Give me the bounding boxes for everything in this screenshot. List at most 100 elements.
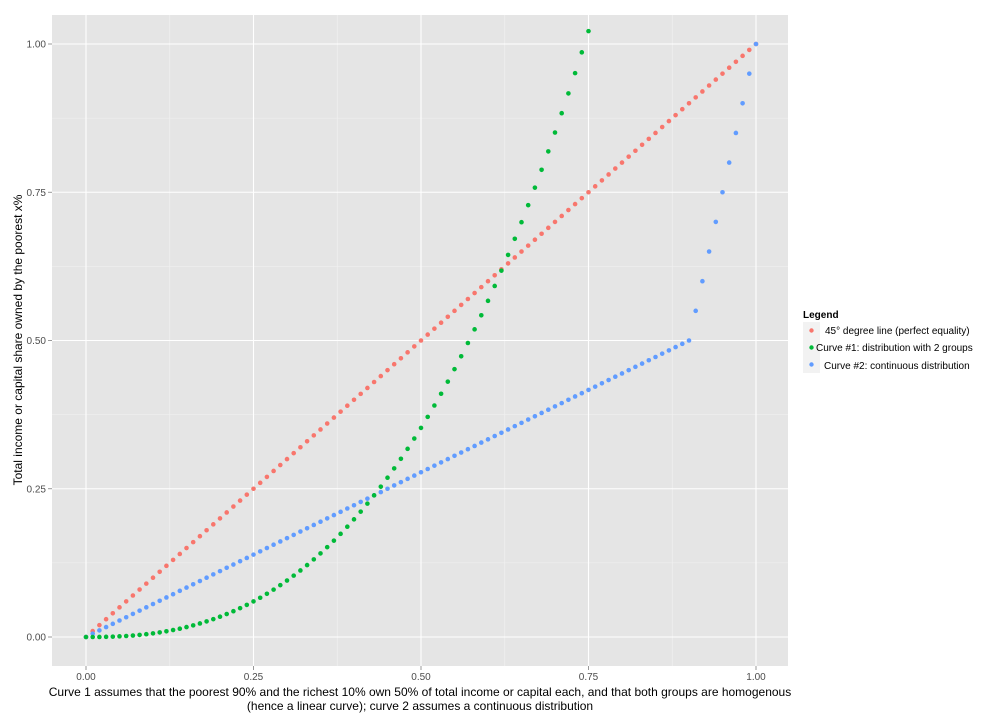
data-point-series-2: [639, 361, 645, 366]
data-point-series-3: [485, 298, 491, 304]
data-point-series-2: [298, 529, 303, 534]
data-point-series-3: [365, 501, 370, 506]
data-point-series-2: [438, 460, 444, 465]
data-point-series-3: [358, 509, 364, 514]
data-point-series-1: [505, 261, 511, 266]
data-point-series-3: [237, 605, 243, 611]
data-point-series-1: [653, 130, 658, 136]
data-point-series-1: [425, 332, 431, 337]
data-point-series-3: [170, 627, 176, 633]
data-point-series-2: [700, 278, 705, 284]
data-point-series-1: [371, 379, 377, 385]
data-point-series-1: [338, 409, 343, 414]
data-point-series-1: [680, 106, 685, 112]
data-point-series-3: [532, 185, 538, 190]
data-point-series-2: [211, 572, 216, 577]
data-point-series-3: [445, 379, 451, 384]
data-point-series-2: [237, 558, 243, 564]
data-point-series-1: [278, 462, 283, 468]
data-point-series-1: [103, 616, 109, 622]
data-point-series-2: [673, 344, 678, 350]
data-point-series-2: [747, 71, 752, 76]
data-point-series-1: [137, 587, 142, 592]
data-point-series-3: [224, 611, 229, 617]
data-point-series-3: [83, 634, 89, 640]
x-tick-label: 0.00: [76, 672, 96, 683]
data-point-series-1: [659, 124, 665, 130]
data-point-series-2: [606, 377, 611, 383]
data-point-series-2: [559, 400, 564, 406]
legend: Legend 45° degree line (perfect equality…: [803, 310, 973, 373]
data-point-series-3: [278, 582, 283, 588]
data-point-series-1: [311, 433, 317, 438]
data-point-series-2: [231, 562, 236, 567]
legend-entry-two-groups: Curve #1: distribution with 2 groups: [803, 339, 973, 356]
data-point-series-2: [385, 486, 390, 492]
x-tick-label: 0.25: [244, 672, 264, 683]
legend-marker: [809, 328, 814, 333]
data-point-series-2: [432, 463, 437, 468]
data-point-series-2: [626, 367, 631, 373]
data-point-series-3: [123, 633, 129, 639]
data-point-series-1: [123, 599, 129, 604]
data-point-series-1: [479, 284, 484, 290]
data-point-series-1: [251, 486, 256, 492]
data-point-series-2: [264, 545, 270, 551]
data-point-series-1: [559, 213, 564, 219]
data-point-series-1: [713, 77, 719, 82]
data-point-series-3: [546, 149, 551, 154]
data-point-series-2: [358, 499, 364, 505]
data-point-series-2: [284, 535, 290, 541]
data-point-series-1: [144, 581, 149, 586]
data-point-series-2: [445, 456, 451, 462]
data-point-series-1: [592, 184, 598, 189]
data-point-series-3: [324, 544, 330, 550]
data-point-series-1: [445, 314, 451, 320]
data-point-series-2: [425, 466, 431, 472]
data-point-series-2: [291, 532, 297, 538]
data-point-series-1: [331, 415, 337, 420]
data-point-series-2: [686, 338, 692, 343]
data-point-series-2: [164, 595, 169, 600]
data-point-series-1: [586, 189, 591, 195]
data-point-series-1: [324, 421, 330, 426]
data-point-series-2: [653, 354, 658, 360]
legend-entry-continuous: Curve #2: continuous distribution: [803, 356, 970, 373]
legend-label: 45° degree line (perfect equality): [825, 326, 970, 337]
data-point-series-2: [391, 483, 397, 488]
data-point-series-1: [244, 492, 250, 497]
data-point-series-1: [613, 166, 618, 171]
data-point-series-1: [211, 522, 216, 527]
data-point-series-3: [211, 616, 216, 622]
data-point-series-2: [271, 542, 276, 548]
data-point-series-2: [311, 522, 317, 528]
data-point-series-3: [418, 425, 424, 431]
data-point-series-2: [130, 611, 136, 617]
data-point-series-2: [753, 41, 759, 47]
data-point-series-1: [639, 142, 645, 148]
data-point-series-1: [566, 207, 571, 213]
data-point-series-2: [452, 453, 457, 459]
data-point-series-1: [217, 516, 223, 521]
data-point-series-2: [177, 588, 183, 594]
x-tick-label: 0.75: [579, 672, 599, 683]
x-tick-label: 1.00: [746, 672, 766, 683]
data-point-series-3: [231, 608, 236, 614]
data-point-series-1: [130, 593, 136, 598]
data-point-series-1: [204, 527, 209, 533]
data-point-series-3: [97, 634, 102, 640]
data-point-series-3: [465, 340, 471, 346]
y-axis-title: Total income or capital share owned by t…: [11, 194, 25, 485]
data-point-series-1: [546, 225, 551, 231]
data-point-series-2: [257, 549, 263, 554]
data-point-series-1: [633, 148, 638, 154]
data-point-series-3: [492, 283, 498, 289]
legend-marker: [809, 345, 814, 350]
data-point-series-3: [351, 517, 357, 522]
data-point-series-3: [110, 634, 116, 639]
data-point-series-1: [532, 237, 538, 242]
data-point-series-1: [458, 302, 464, 308]
data-point-series-2: [204, 575, 209, 580]
data-point-series-2: [117, 618, 122, 623]
